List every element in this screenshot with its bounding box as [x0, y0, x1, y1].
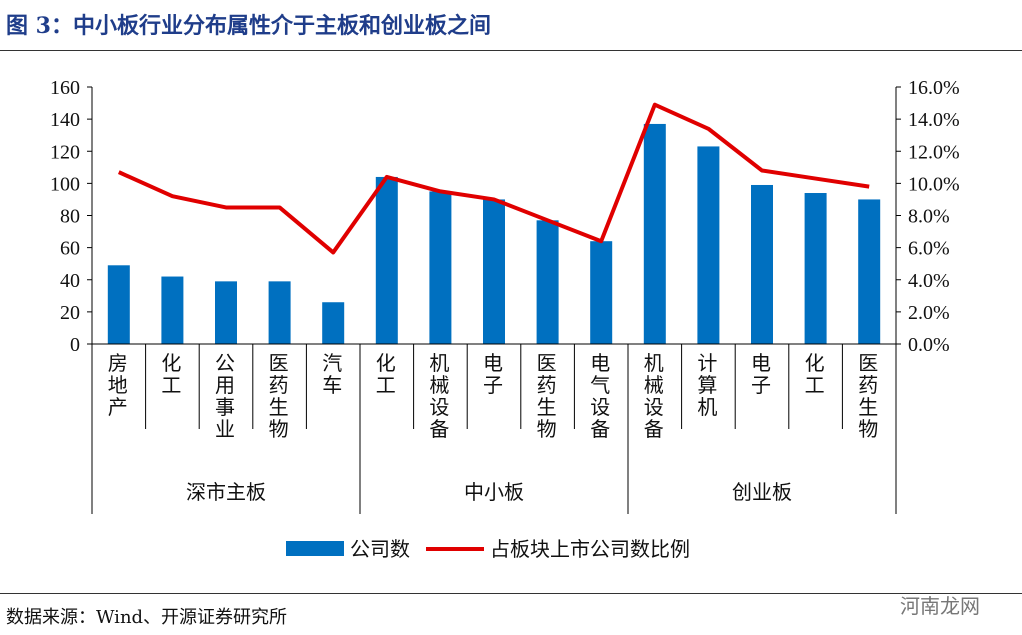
right-tick-label: 6.0% — [908, 238, 950, 260]
ratio-line — [117, 102, 870, 255]
bar — [375, 176, 398, 344]
right-tick-label: 8.0% — [908, 206, 950, 228]
left-tick-label: 100 — [50, 173, 80, 195]
category-label: 化工 — [376, 352, 398, 397]
bar — [322, 302, 345, 344]
group-label: 中小板 — [464, 481, 524, 504]
category-label: 机械设备 — [429, 352, 451, 441]
bar — [697, 146, 720, 344]
left-tick-label: 80 — [60, 206, 80, 228]
watermark: 河南龙网 — [900, 594, 980, 618]
bar — [429, 191, 452, 344]
category-label: 电子 — [751, 352, 773, 397]
right-tick-label: 12.0% — [908, 141, 960, 163]
right-tick-label: 0.0% — [908, 334, 950, 356]
source-note: 数据来源：Wind、开源证券研究所 — [6, 607, 288, 628]
left-tick-label: 140 — [50, 109, 80, 131]
bar — [590, 241, 613, 344]
category-label: 化工 — [161, 352, 183, 397]
left-tick-label: 60 — [60, 238, 80, 260]
category-label: 计算机 — [697, 352, 719, 419]
right-tick-label: 4.0% — [908, 270, 950, 292]
left-tick-label: 40 — [60, 270, 80, 292]
category-label: 汽车 — [322, 352, 344, 397]
footer-divider — [0, 593, 1022, 594]
bar — [804, 193, 827, 344]
group-label: 创业板 — [732, 481, 792, 504]
bar — [161, 276, 184, 344]
left-tick-label: 120 — [50, 141, 80, 163]
category-label: 机械设备 — [644, 352, 666, 441]
bar — [536, 220, 559, 344]
group-label: 深市主板 — [186, 481, 266, 504]
category-label: 医药生物 — [269, 353, 291, 441]
bar — [268, 281, 291, 344]
left-tick-label: 20 — [60, 302, 80, 324]
title-divider — [0, 50, 1022, 51]
legend-bar-swatch — [286, 541, 344, 556]
bar — [751, 184, 773, 344]
legend-bar-label: 公司数 — [350, 538, 410, 561]
figure-title: 图 3：中小板行业分布属性介于主板和创业板之间 — [6, 13, 491, 39]
bar — [215, 281, 237, 344]
category-label: 医药生物 — [858, 353, 880, 441]
legend-line-label: 占板块上市公司数比例 — [490, 538, 690, 561]
bar — [107, 265, 130, 344]
category-label: 医药生物 — [537, 353, 559, 441]
bar — [643, 123, 666, 344]
left-tick-label: 0 — [70, 334, 80, 356]
right-tick-label: 10.0% — [908, 173, 960, 195]
category-label: 电气设备 — [590, 352, 612, 441]
left-tick-label: 160 — [50, 77, 80, 99]
right-tick-label: 2.0% — [908, 302, 950, 324]
category-label: 房地产 — [108, 352, 130, 419]
category-label: 化工 — [805, 352, 827, 397]
bar — [858, 199, 881, 344]
right-tick-label: 16.0% — [908, 77, 960, 99]
category-label: 电子 — [483, 352, 505, 397]
right-tick-label: 14.0% — [908, 109, 960, 131]
bar — [483, 199, 505, 344]
category-label: 公用事业 — [215, 353, 237, 441]
